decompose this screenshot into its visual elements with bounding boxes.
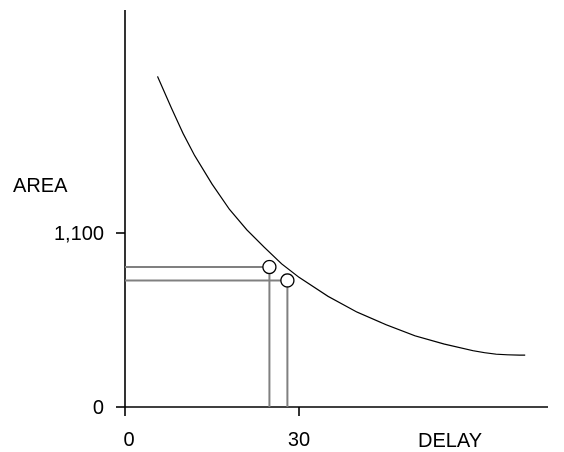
highlighted-point-2: [280, 273, 295, 288]
x-tick-label-30: 30: [288, 429, 310, 451]
y-tick-label-1100: 1,100: [54, 223, 104, 245]
x-tick-label-0: 0: [123, 429, 134, 451]
y-tick-label-0: 0: [93, 397, 104, 419]
y-axis-title: AREA: [13, 175, 68, 197]
area-delay-curve: [156, 76, 526, 356]
guide-lines: [125, 266, 289, 407]
highlighted-point-1: [262, 259, 277, 275]
x-axis-title: DELAY: [418, 430, 482, 452]
highlighted-points: [262, 259, 295, 288]
